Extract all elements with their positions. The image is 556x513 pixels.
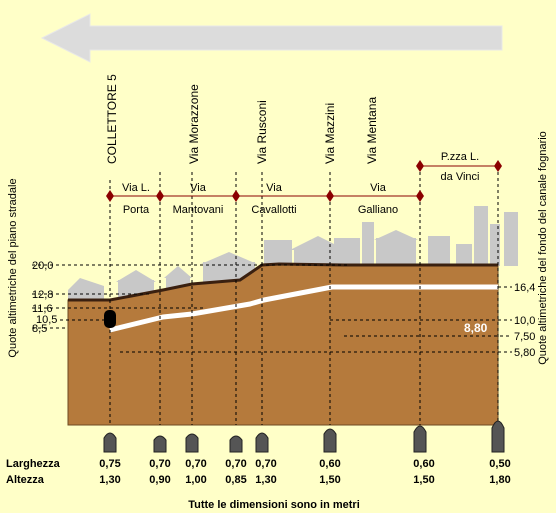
height-value: 0,85 [225, 474, 246, 486]
width-value: 0,50 [489, 458, 510, 470]
right-tick: 7,50 [514, 331, 535, 343]
street-via-mentana: Via Mentana [365, 97, 379, 164]
segment-markers [106, 160, 502, 202]
height-row-label: Altezza [6, 474, 45, 486]
pipe-sections [103, 420, 505, 453]
footer-note: Tutte le dimensioni sono in metri [188, 499, 360, 511]
segment-label: Mantovani [173, 204, 224, 216]
segment-label: Via [266, 182, 283, 194]
segment-label: Galliano [358, 204, 398, 216]
width-value: 0,70 [255, 458, 276, 470]
width-value: 0,70 [225, 458, 246, 470]
width-value: 0,70 [149, 458, 170, 470]
segment-label: Via L. [122, 182, 150, 194]
sewer-pipe-line [109, 284, 498, 333]
street-via-rusconi: Via Rusconi [255, 100, 269, 164]
right-axis-label: Quote altimetriche del fondo del canale … [537, 131, 549, 365]
street-via-mazzini: Via Mazzini [323, 103, 337, 164]
width-value: 0,75 [99, 458, 120, 470]
left-axis-label: Quote altimetriche del piano stradale [7, 178, 19, 357]
pipe-level-label: 8,80 [464, 321, 488, 335]
right-tick: 10,0 [514, 315, 535, 327]
street-collettore-5: COLLETTORE 5 [105, 74, 119, 164]
left-tick: 12,8 [32, 289, 53, 301]
height-value: 1,50 [413, 474, 434, 486]
segment-label: Via [370, 182, 387, 194]
segment-label: Via [190, 182, 207, 194]
street-via-morazzone: Via Morazzone [187, 84, 201, 164]
left-tick: 8,5 [32, 323, 47, 335]
height-value: 1,30 [99, 474, 120, 486]
width-row-label: Larghezza [6, 458, 61, 470]
width-value: 0,70 [185, 458, 206, 470]
segment-label: Cavallotti [251, 204, 296, 216]
segment-label: da Vinci [441, 171, 480, 183]
left-tick: 11,6 [32, 303, 53, 315]
reference-lines [32, 264, 512, 353]
height-value: 1,50 [319, 474, 340, 486]
height-value: 1,80 [489, 474, 510, 486]
height-value: 0,90 [149, 474, 170, 486]
width-value: 0,60 [319, 458, 340, 470]
left-tick: 10,5 [36, 314, 57, 326]
street-dividers [109, 172, 499, 425]
right-tick: 5,80 [514, 347, 535, 359]
segment-dimension-lines [110, 165, 498, 197]
segment-label: P.zza L. [441, 151, 479, 163]
left-tick: 20,0 [32, 260, 53, 272]
right-tick: 16,4 [514, 282, 535, 294]
width-value: 0,60 [413, 458, 434, 470]
flow-direction-arrow [40, 13, 503, 63]
segment-label: Porta [123, 204, 150, 216]
height-value: 1,30 [255, 474, 276, 486]
height-value: 1,00 [185, 474, 206, 486]
